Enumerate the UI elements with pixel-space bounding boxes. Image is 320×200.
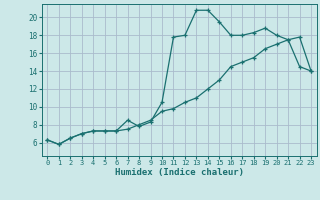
X-axis label: Humidex (Indice chaleur): Humidex (Indice chaleur) — [115, 168, 244, 177]
